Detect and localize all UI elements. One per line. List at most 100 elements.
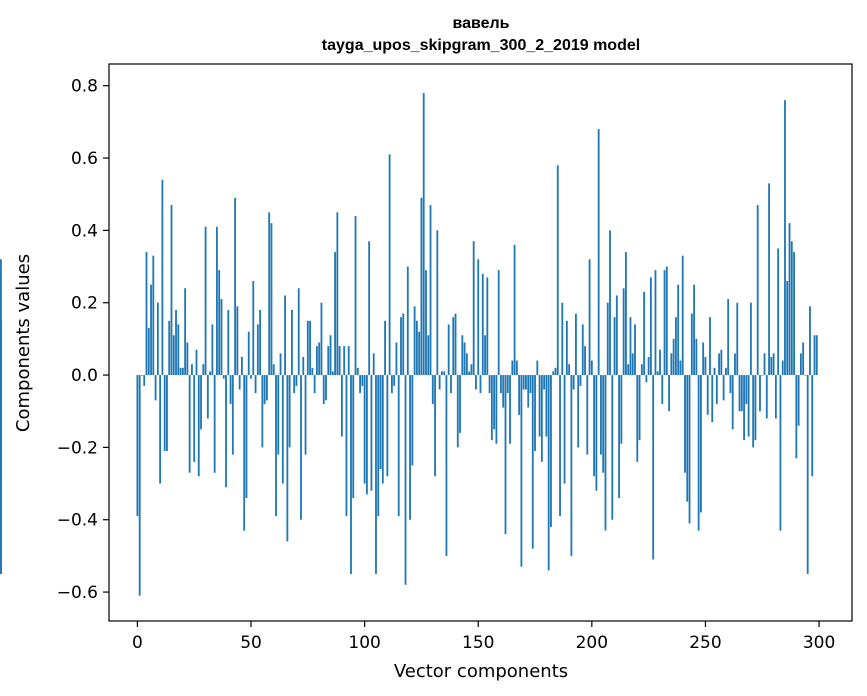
bar	[765, 375, 768, 419]
bar	[745, 375, 748, 404]
bar	[211, 324, 214, 376]
bar	[547, 375, 550, 571]
bar	[370, 375, 373, 491]
bar	[409, 375, 411, 520]
bar	[731, 375, 734, 430]
bar	[141, 375, 143, 376]
bar	[611, 375, 614, 520]
bar	[613, 317, 616, 376]
bar	[0, 320, 2, 376]
bar	[263, 375, 266, 404]
bar	[645, 375, 648, 383]
bar	[695, 338, 698, 376]
bar	[552, 371, 555, 376]
x-tick-label: 150	[462, 633, 494, 653]
bar	[168, 320, 171, 376]
bar	[584, 346, 586, 376]
bar	[188, 375, 191, 473]
bar	[684, 375, 686, 473]
bar	[429, 205, 432, 376]
bar	[261, 375, 264, 448]
bar	[411, 375, 414, 466]
bar	[550, 375, 552, 527]
y-tick-label: 0.0	[71, 366, 98, 386]
bar	[529, 375, 532, 394]
x-axis-ticks: 0 50 100 150 200 250 300	[132, 621, 835, 653]
bar	[465, 353, 468, 376]
bar	[352, 375, 355, 499]
bar	[406, 266, 409, 376]
bar	[256, 324, 259, 376]
bar	[665, 266, 668, 376]
bar	[413, 306, 416, 376]
bar	[243, 375, 246, 531]
bar	[186, 342, 189, 376]
bar	[749, 302, 752, 376]
bar	[156, 302, 159, 376]
bar	[479, 375, 482, 394]
bar	[172, 335, 175, 376]
bar	[643, 291, 646, 376]
y-tick-label: −0.2	[57, 438, 98, 458]
bar	[225, 375, 227, 488]
bar	[759, 375, 761, 412]
bar	[320, 302, 323, 376]
bar	[515, 360, 518, 376]
bar	[152, 255, 155, 376]
bar	[197, 375, 200, 477]
bar	[270, 223, 273, 376]
bar	[459, 375, 461, 433]
bar	[713, 367, 716, 376]
bar	[438, 375, 441, 390]
bar	[779, 375, 782, 531]
bar	[206, 375, 209, 419]
bar	[231, 375, 234, 455]
bar	[284, 295, 286, 376]
bar	[638, 375, 641, 441]
bar	[740, 375, 743, 412]
bar	[559, 375, 561, 517]
bar	[368, 241, 371, 376]
y-axis-label: Components values	[13, 254, 34, 432]
chart-subtitle: tayga_upos_skipgram_300_2_2019 model	[322, 37, 640, 54]
bar	[150, 284, 152, 376]
bar	[0, 375, 2, 480]
bar	[154, 375, 157, 401]
bar	[600, 375, 602, 455]
bar	[536, 360, 539, 376]
bar	[622, 288, 625, 376]
bar	[724, 367, 727, 376]
bar	[593, 375, 596, 477]
bar	[279, 353, 282, 376]
bar	[668, 375, 670, 412]
bar	[193, 375, 196, 462]
bar	[815, 335, 818, 376]
bar	[470, 364, 473, 376]
bar	[795, 375, 798, 459]
bar	[504, 375, 507, 535]
bar	[606, 302, 609, 376]
bar	[450, 375, 452, 394]
bar	[313, 375, 316, 394]
bar	[359, 375, 361, 394]
bar	[372, 353, 375, 376]
bar	[347, 346, 350, 376]
bar	[736, 302, 739, 376]
bar	[322, 375, 325, 404]
x-tick-label: 50	[240, 633, 262, 653]
x-tick-label: 300	[803, 633, 835, 653]
bar	[375, 375, 377, 574]
bar	[500, 375, 502, 394]
x-tick-label: 100	[348, 633, 380, 653]
bar	[331, 371, 334, 376]
bar	[777, 248, 780, 376]
bar	[520, 375, 523, 567]
bar	[650, 277, 652, 376]
bar	[540, 375, 543, 462]
y-tick-label: −0.4	[57, 511, 98, 531]
bar	[615, 295, 618, 376]
bar	[484, 335, 486, 376]
bar	[752, 375, 755, 448]
bar	[627, 364, 630, 376]
bar	[534, 375, 536, 451]
